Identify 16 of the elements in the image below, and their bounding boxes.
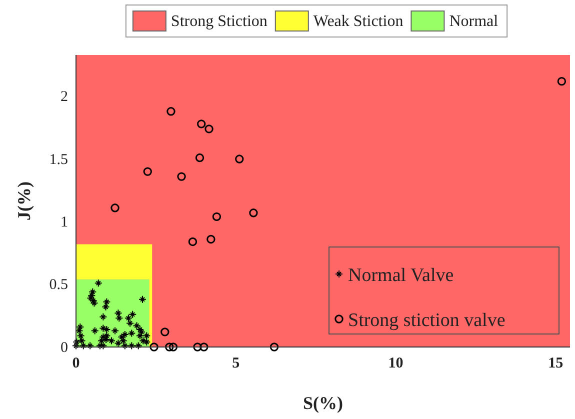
y-axis-title: J(%) <box>14 182 34 220</box>
y-tick-label: 1 <box>60 214 68 230</box>
y-tick-label: 0.5 <box>49 277 68 294</box>
legend-label: Strong stiction valve <box>348 310 506 331</box>
x-tick-label: 15 <box>548 356 564 372</box>
x-tick-label: 5 <box>232 356 240 372</box>
y-tick-label: 0 <box>60 340 68 356</box>
legend-label: Weak Stiction <box>313 13 404 30</box>
x-tick-label: 10 <box>388 356 404 372</box>
legend-label: Normal Valve <box>348 265 454 286</box>
x-axis-title: S(%) <box>303 393 344 413</box>
x-tick-label: 0 <box>72 356 80 372</box>
y-tick-label: 2 <box>60 89 68 106</box>
legend-label: Normal <box>449 13 499 30</box>
y-tick-label: 1.5 <box>49 152 68 168</box>
band-label: Strong Stiction <box>170 13 268 30</box>
